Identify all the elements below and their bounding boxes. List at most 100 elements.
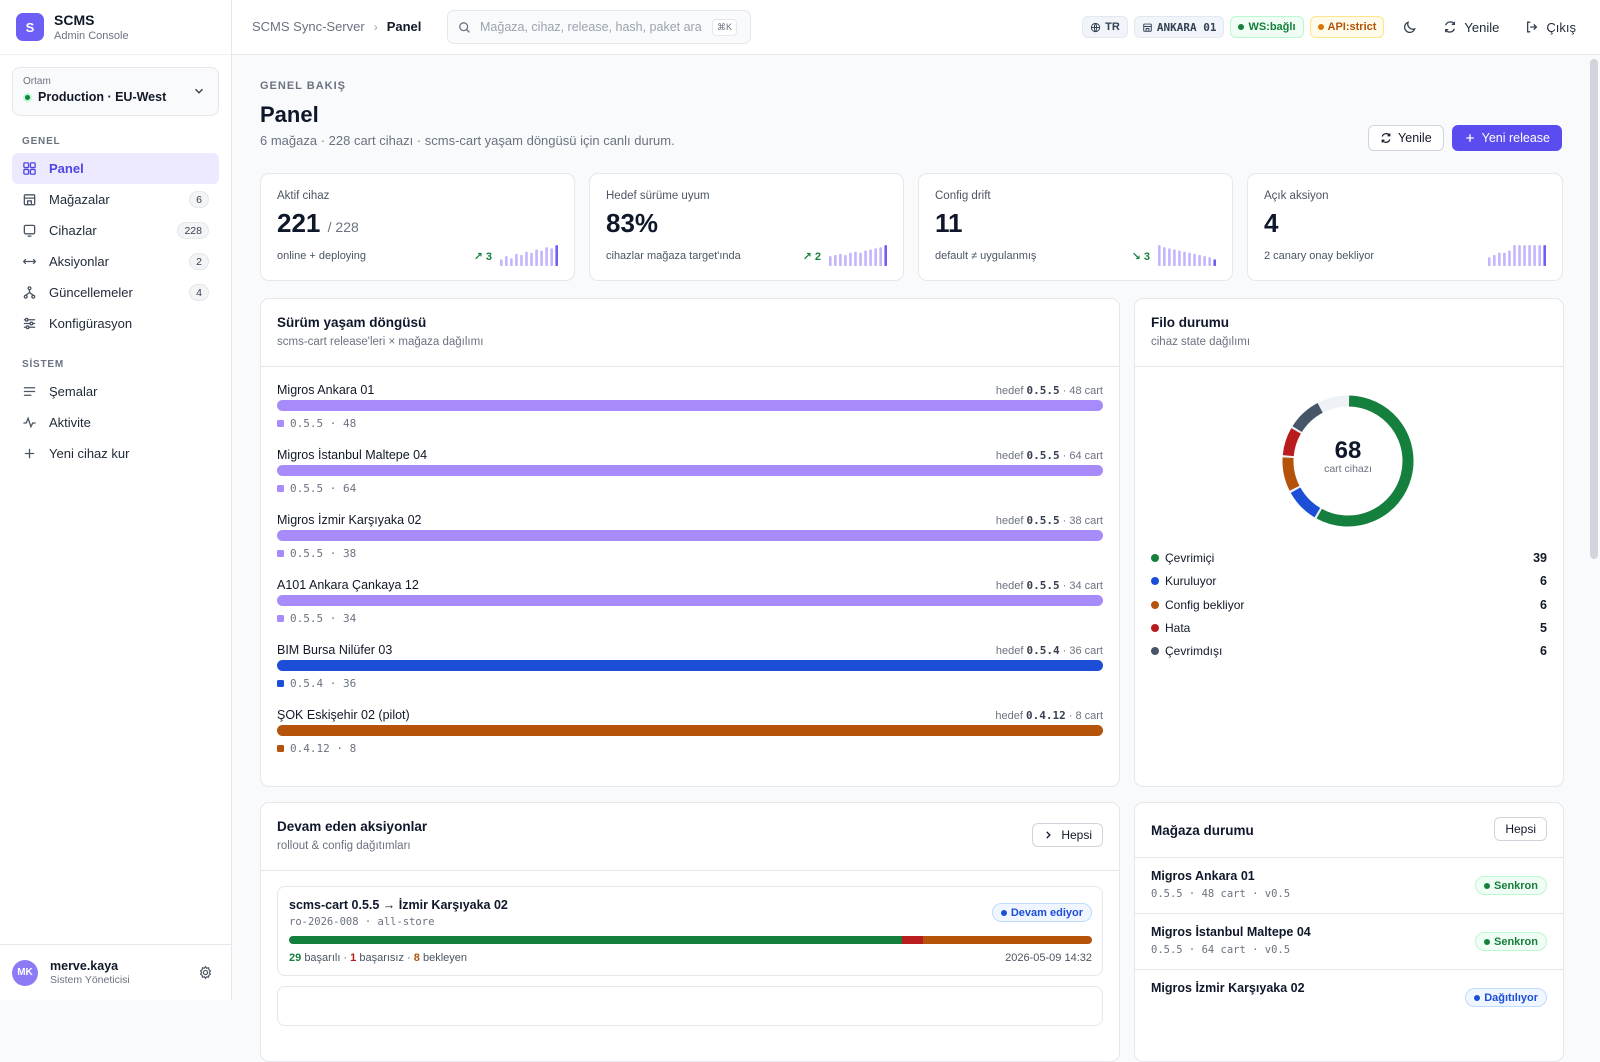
moon-icon[interactable] (1402, 20, 1417, 35)
new-release-button[interactable]: Yeni release (1452, 125, 1562, 151)
page-eyebrow: GENEL BAKIŞ (260, 80, 346, 92)
spark-bar (869, 250, 872, 267)
action-item[interactable]: scms-cart 0.5.5 → İzmir Karşıyaka 02 ro-… (277, 886, 1103, 976)
status-badge: Dağıtılıyor (1465, 988, 1547, 1007)
nav-section-system: SİSTEM (0, 359, 231, 370)
sidebar-item-schemas[interactable]: Şemalar (12, 376, 219, 407)
logout-button[interactable]: Çıkış (1525, 20, 1576, 35)
topbar-refresh-button[interactable]: Yenile (1443, 20, 1499, 35)
sidebar-item-label: Şemalar (49, 384, 97, 399)
card-subtitle: rollout & config dağıtımları (277, 840, 411, 852)
sidebar-item-updates[interactable]: Güncellemeler 4 (12, 277, 219, 308)
kpi-card-active-devices[interactable]: Aktif cihaz 221 / 228 online + deploying… (260, 173, 575, 281)
pending-count: 8 (414, 952, 420, 964)
lifecycle-row[interactable]: ŞOK Eskişehir 02 (pilot)hedef 0.4.12 · 8… (277, 708, 1103, 770)
page-subtitle: 6 mağaza · 228 cart cihazı · scms-cart y… (260, 133, 675, 148)
breadcrumb-current: Panel (387, 19, 422, 34)
store-row[interactable]: Migros Ankara 01 0.5.5 · 48 cart · v0.5 … (1135, 857, 1563, 913)
spark-bar (520, 255, 523, 266)
gear-icon[interactable] (198, 965, 213, 980)
store-icon (22, 192, 37, 207)
store-meta: 0.5.5 · 64 cart · v0.5 (1151, 944, 1290, 956)
user-profile[interactable]: MK merve.kaya Sistem Yöneticisi (0, 944, 231, 1000)
refresh-button[interactable]: Yenile (1368, 125, 1444, 151)
status-label: Senkron (1494, 880, 1538, 892)
kpi-sparkline (500, 244, 558, 266)
lifecycle-bar (277, 530, 1103, 541)
breadcrumb-root[interactable]: SCMS Sync-Server (252, 19, 365, 34)
search-box[interactable]: ⌘K (447, 10, 751, 44)
legend-value: 6 (1540, 574, 1547, 588)
spark-bar (1178, 251, 1181, 266)
action-item[interactable] (277, 986, 1103, 1026)
spark-bar (854, 252, 857, 266)
legend-swatch (277, 745, 284, 752)
failed-label: başarısız (359, 952, 404, 964)
store-row[interactable]: Migros İstanbul Maltepe 04 0.5.5 · 64 ca… (1135, 913, 1563, 969)
search-input[interactable] (480, 20, 712, 34)
donut-slice[interactable] (1296, 490, 1318, 512)
kpi-delta: ↗ 2 (803, 250, 821, 263)
legend-dot (1151, 554, 1159, 562)
kpi-card-open-actions[interactable]: Açık aksiyon 4 2 canary onay bekliyor (1247, 173, 1563, 281)
kpi-card-target-compliance[interactable]: Hedef sürüme uyum 83% cihazlar mağaza ta… (589, 173, 904, 281)
legend-label: 0.4.12 · 8 (290, 742, 356, 755)
target-version: 0.5.5 (1026, 579, 1059, 592)
brand[interactable]: S SCMS Admin Console (0, 0, 231, 55)
store-row[interactable]: Migros İzmir Karşıyaka 02 Dağıtılıyor (1135, 969, 1563, 1025)
lifecycle-legend: 0.5.5 · 38 (277, 547, 356, 560)
scrollbar[interactable] (1590, 59, 1598, 559)
legend-label: Çevrimdışı (1165, 644, 1222, 658)
sidebar-item-label: Konfigürasyon (49, 316, 132, 331)
api-status-chip: API:strict (1310, 16, 1385, 38)
spark-bar (1198, 255, 1201, 266)
kpi-label: Aktif cihaz (277, 190, 329, 202)
kpi-value: 11 (935, 208, 963, 238)
actions-all-button[interactable]: Hepsi (1032, 823, 1103, 847)
sidebar-item-label: Aksiyonlar (49, 254, 109, 269)
language-chip[interactable]: TR (1082, 16, 1128, 38)
sidebar-item-activity[interactable]: Aktivite (12, 407, 219, 438)
spark-bar (500, 259, 503, 266)
refresh-button-label: Yenile (1398, 131, 1432, 145)
spark-bar (1538, 245, 1541, 266)
store-chip[interactable]: ANKARA 01 (1134, 16, 1225, 38)
sidebar-item-devices[interactable]: Cihazlar 228 (12, 215, 219, 246)
target-prefix: hedef (996, 515, 1024, 527)
sidebar-item-actions[interactable]: Aksiyonlar 2 (12, 246, 219, 277)
legend-label: Hata (1165, 621, 1190, 635)
stores-all-button[interactable]: Hepsi (1494, 817, 1547, 841)
failed-count: 1 (350, 952, 356, 964)
status-label: Senkron (1494, 936, 1538, 948)
sidebar-item-configuration[interactable]: Konfigürasyon (12, 308, 219, 339)
ws-status-chip: WS:bağlı (1230, 16, 1303, 38)
chevron-down-icon (192, 84, 206, 98)
progress-segment (902, 936, 923, 944)
sidebar-item-new-device[interactable]: Yeni cihaz kur (12, 438, 219, 469)
spark-bar (540, 251, 543, 266)
lifecycle-bar (277, 725, 1103, 736)
sidebar-item-stores[interactable]: Mağazalar 6 (12, 184, 219, 215)
refresh-label: Yenile (1464, 20, 1499, 35)
kpi-delta: ↘ 3 (1132, 250, 1150, 263)
environment-selector[interactable]: Ortam Production · EU-West (12, 67, 219, 116)
sidebar-item-panel[interactable]: Panel (12, 153, 219, 184)
store-name: Migros İstanbul Maltepe 04 (1151, 925, 1311, 939)
spark-bar (1193, 254, 1196, 266)
kpi-card-config-drift[interactable]: Config drift 11 default ≠ uygulanmış ↘ 3 (918, 173, 1233, 281)
sidebar-item-label: Mağazalar (49, 192, 110, 207)
target-prefix: hedef (996, 385, 1024, 397)
lifecycle-legend: 0.5.5 · 48 (277, 417, 356, 430)
spark-bar (1183, 252, 1186, 266)
kpi-value: 4 (1264, 208, 1278, 238)
spark-bar (839, 254, 842, 266)
donut-slice[interactable] (1297, 408, 1320, 429)
spark-bar (530, 253, 533, 266)
user-role: Sistem Yöneticisi (50, 974, 130, 986)
